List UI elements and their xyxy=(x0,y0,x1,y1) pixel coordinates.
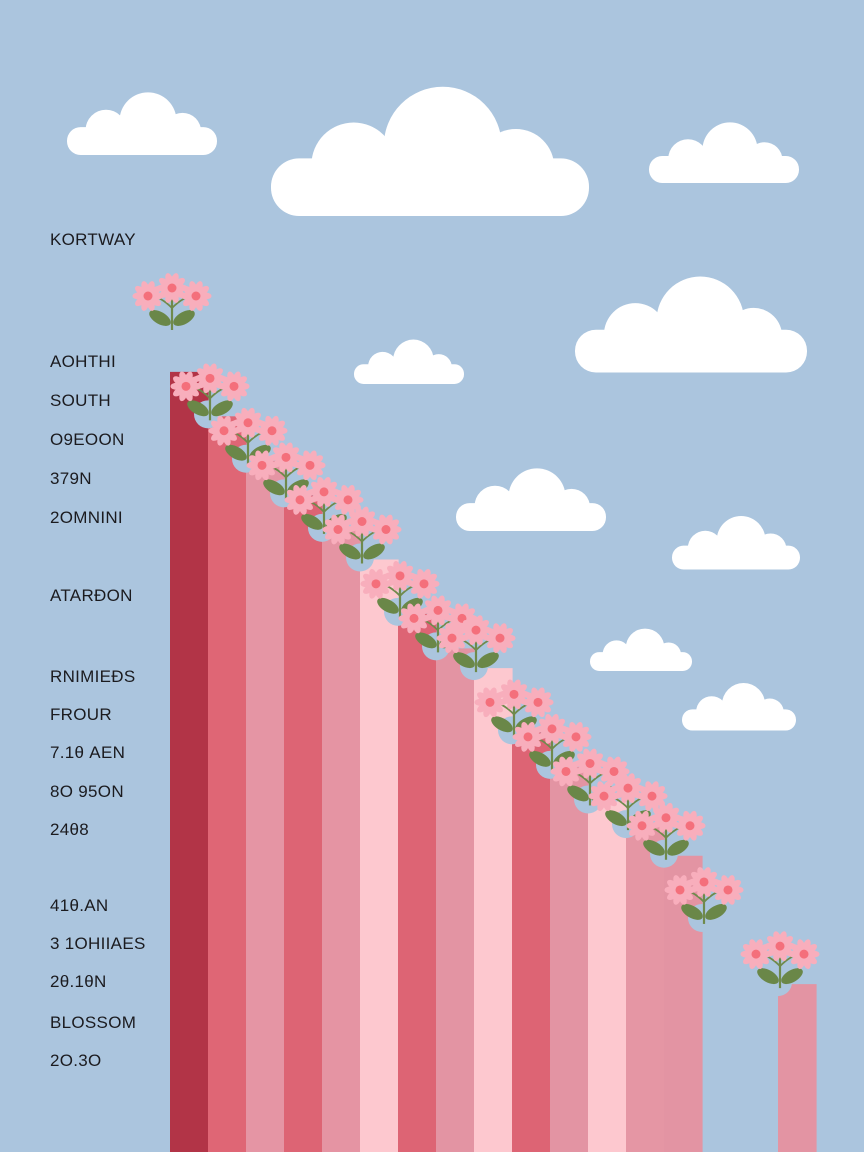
cloud xyxy=(67,92,217,155)
bar xyxy=(170,371,209,1152)
bar xyxy=(208,416,247,1152)
flower-mark xyxy=(474,679,554,737)
bar xyxy=(626,826,665,1152)
bar xyxy=(398,613,437,1152)
bar xyxy=(360,559,399,1152)
flower-mark xyxy=(626,802,706,860)
cloud xyxy=(649,122,799,183)
cloud xyxy=(672,515,800,570)
flower-mark xyxy=(588,773,668,831)
bar xyxy=(778,984,817,1152)
axis-label: 7.1θ AEN xyxy=(50,743,126,762)
flower-mark xyxy=(740,931,820,989)
cloud xyxy=(354,339,464,384)
flower-mark xyxy=(132,273,212,330)
flower-mark xyxy=(170,363,250,421)
axis-label: AOHTHI xyxy=(50,352,117,371)
flower-mark xyxy=(512,714,592,771)
axis-label: 3 1OHIIAES xyxy=(50,934,146,953)
bar xyxy=(550,766,589,1152)
axis-label: BLOSSOM xyxy=(50,1013,137,1032)
cloud xyxy=(682,683,796,731)
clouds-layer xyxy=(67,86,807,731)
bar xyxy=(474,668,513,1152)
axis-label: 41θ.AN xyxy=(50,896,109,915)
flower-mark xyxy=(208,407,288,465)
axis-label: 2OMNINI xyxy=(50,508,123,527)
bar xyxy=(436,648,475,1152)
axis-label: ATARÐON xyxy=(50,586,133,605)
axis-label: FROUR xyxy=(50,705,112,724)
bar xyxy=(322,529,361,1152)
axis-label: 24θ8 xyxy=(50,820,90,839)
chart-title: KORTWAY xyxy=(50,230,136,249)
axis-label: SOUTH xyxy=(50,391,111,410)
flower-mark xyxy=(360,560,440,618)
flower-mark xyxy=(664,867,744,924)
axis-label: 379N xyxy=(50,469,92,488)
cloud xyxy=(456,468,606,531)
axis-label: RNIMIEÐS xyxy=(50,667,136,686)
cloud xyxy=(575,276,807,373)
cloud xyxy=(271,86,589,216)
axis-label: 2θ.1θN xyxy=(50,972,107,991)
axis-label: O9EOON xyxy=(50,430,125,449)
bar xyxy=(246,460,285,1152)
flower-mark xyxy=(246,442,326,500)
flowers-layer xyxy=(132,273,820,989)
bar xyxy=(588,801,627,1152)
cloud xyxy=(590,628,692,671)
axis-label: 8O 95ON xyxy=(50,782,124,801)
flower-mark xyxy=(436,615,516,673)
flower-mark xyxy=(322,506,402,564)
bar xyxy=(284,495,323,1152)
axis-label: 2O.3O xyxy=(50,1051,102,1070)
bar xyxy=(512,732,551,1152)
